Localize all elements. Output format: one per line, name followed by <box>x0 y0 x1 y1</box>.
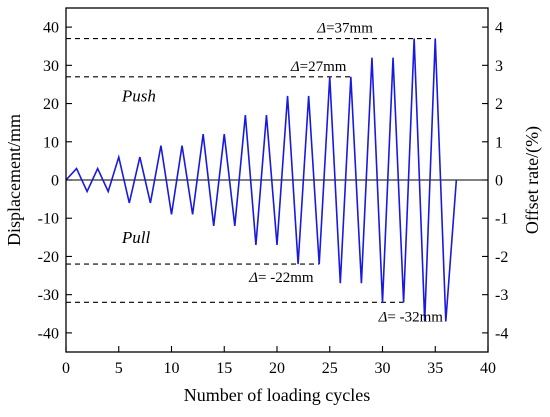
y2-tick-label: 1 <box>495 134 503 151</box>
delta-symbol: Δ <box>378 309 388 325</box>
y-axis-title: Displacement/mm <box>4 114 24 246</box>
pull-label: Pull <box>121 228 151 247</box>
x-tick-label: 10 <box>164 360 180 377</box>
x-axis-title: Number of loading cycles <box>184 385 370 405</box>
x-tick-label: 15 <box>216 360 232 377</box>
y2-tick-label: -2 <box>495 249 508 266</box>
y2-tick-label: -4 <box>495 325 508 342</box>
displacement-series <box>65 38 458 322</box>
y2-tick-label: -1 <box>495 211 508 228</box>
reference-label: Δ= -32mm <box>378 309 444 325</box>
reference-value: =27mm <box>300 59 347 75</box>
y2-tick-label: 3 <box>495 58 503 75</box>
reference-label: Δ=37mm <box>316 21 373 37</box>
x-tick-label: 30 <box>375 360 391 377</box>
y-tick-label: -10 <box>38 211 59 228</box>
y-tick-label: 40 <box>43 20 59 37</box>
x-tick-label: 25 <box>322 360 338 377</box>
y-tick-label: -20 <box>38 249 59 266</box>
x-tick-label: 0 <box>62 360 70 377</box>
reference-value: = -32mm <box>387 309 443 325</box>
x-tick-label: 40 <box>480 360 496 377</box>
y-axis-ticks: -40 -30 -20 -10 0 10 20 30 40 <box>38 20 72 342</box>
delta-symbol: Δ <box>248 270 258 286</box>
y2-tick-label: 0 <box>495 173 503 190</box>
x-tick-label: 5 <box>115 360 123 377</box>
y2-tick-label: 2 <box>495 96 503 113</box>
reference-label: Δ=27mm <box>290 59 347 75</box>
x-tick-label: 35 <box>427 360 443 377</box>
x-axis-ticks: 0 5 10 15 20 25 30 35 40 <box>62 346 496 377</box>
y2-axis-title: Offset rate/(%) <box>522 126 543 234</box>
delta-symbol: Δ <box>316 21 326 37</box>
reference-value: =37mm <box>326 21 373 37</box>
y-tick-label: 0 <box>51 173 59 190</box>
y-tick-label: 30 <box>43 58 59 75</box>
y2-tick-label: -3 <box>495 287 508 304</box>
y-tick-label: 10 <box>43 134 59 151</box>
delta-symbol: Δ <box>290 59 300 75</box>
y2-axis-ticks: -4 -3 -2 -1 0 1 2 3 4 <box>482 20 508 342</box>
y-tick-label: 20 <box>43 96 59 113</box>
y-tick-label: -30 <box>38 287 59 304</box>
reference-label: Δ= -22mm <box>248 270 314 286</box>
reference-value: = -22mm <box>258 270 314 286</box>
y-tick-label: -40 <box>38 325 59 342</box>
x-tick-label: 20 <box>269 360 285 377</box>
reference-lines <box>66 38 436 303</box>
y2-tick-label: 4 <box>495 20 503 37</box>
push-label: Push <box>121 87 156 106</box>
